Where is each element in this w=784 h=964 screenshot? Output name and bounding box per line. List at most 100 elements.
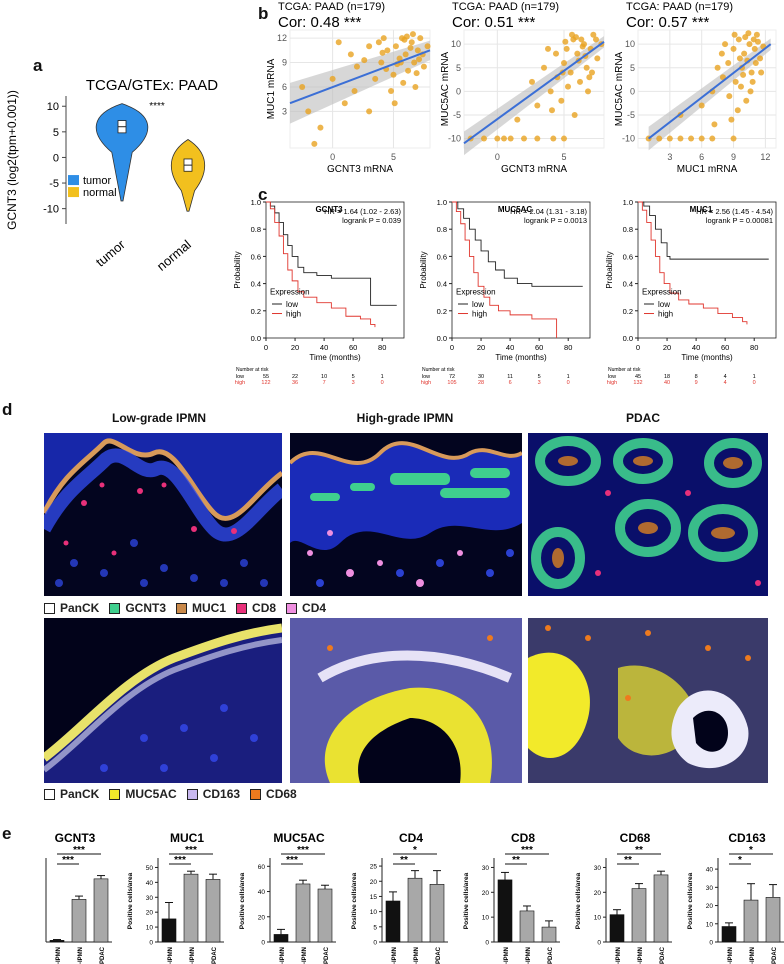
data-point <box>734 107 741 114</box>
x-tick-label: 40 <box>692 343 700 352</box>
risk-cell-low: 4 <box>724 374 727 380</box>
bar <box>497 879 513 943</box>
data-point <box>741 50 748 57</box>
legend-item: CD4 <box>286 601 326 615</box>
data-point <box>401 36 408 43</box>
legend-label-high: high <box>472 310 487 319</box>
significance-label: ** <box>512 855 520 866</box>
panel-label-b: b <box>258 4 269 23</box>
micrograph-low-grade-ipmn-row1 <box>44 433 282 596</box>
bar <box>317 888 333 943</box>
x-tick-label: 0 <box>330 152 335 162</box>
bar <box>609 914 625 943</box>
data-point <box>553 50 559 57</box>
risk-cell-high: 122 <box>261 380 270 386</box>
risk-cell-high: 0 <box>381 380 384 386</box>
x-axis-label: Time (months) <box>309 353 361 362</box>
plot-frame <box>451 201 591 339</box>
legend-swatch <box>236 602 248 614</box>
bar-chart-title: MUC1 <box>170 831 204 845</box>
risk-cell-low: 1 <box>567 374 570 380</box>
stain-legend-row2: PanCK MUC5AC CD163 CD68 <box>44 787 297 801</box>
x-axis-label: Time (months) <box>495 353 547 362</box>
y-axis-label: GCNT3 (log2(tpm+0.001)) <box>5 90 19 230</box>
significance-label: *** <box>174 855 186 866</box>
y-tick-label: 50 <box>146 865 154 872</box>
survival-curve-high <box>638 201 748 325</box>
scatter-chart-muc1-gcnt3: TCGA: PAAD (n=179)Cor: 0.48 *** 0 5 3 6 9 12 GC… <box>266 1 431 175</box>
bar <box>631 888 647 943</box>
y-tick-label: 10 <box>370 909 378 916</box>
data-point <box>361 57 368 64</box>
risk-cell-high: 7 <box>323 380 326 386</box>
legend-swatch <box>109 602 121 614</box>
data-point <box>409 31 416 38</box>
data-point <box>402 51 409 58</box>
x-tick-label: LG-IPMN <box>616 947 622 964</box>
legend-swatch <box>44 788 55 800</box>
data-point <box>748 69 755 76</box>
y-tick-label: 30 <box>594 865 602 872</box>
data-point <box>754 38 761 45</box>
y-axis-label: Positive cells/area <box>239 872 246 929</box>
y-tick-label: 20 <box>594 890 602 897</box>
y-tick-label: -10 <box>448 134 461 144</box>
data-point <box>594 55 601 62</box>
risk-cell-low: low <box>422 374 430 380</box>
p-value-label: logrank P = 0.0013 <box>524 216 587 225</box>
risk-cell-low: 45 <box>635 374 641 380</box>
legend-label: tumor <box>83 175 111 187</box>
y-tick-label: -5 <box>49 178 59 190</box>
x-tick-label: PDAC <box>660 946 666 964</box>
y-tick-label: 10 <box>451 39 461 49</box>
significance-label: ** <box>635 845 643 856</box>
data-point <box>329 75 336 82</box>
x-tick-label: 60 <box>349 343 357 352</box>
panel-label-e: e <box>2 824 12 843</box>
data-point <box>299 83 306 90</box>
y-tick-label: 0.0 <box>251 334 261 343</box>
bar <box>429 883 445 943</box>
data-point <box>494 135 501 142</box>
y-tick-label: 10 <box>146 925 154 932</box>
data-point <box>571 111 578 118</box>
y-tick-label: 0.6 <box>437 252 447 261</box>
risk-cell-high: 105 <box>447 380 456 386</box>
legend-item: GCNT3 <box>109 601 166 615</box>
data-point <box>378 59 385 66</box>
micrograph-high-grade-ipmn-row1 <box>290 433 522 596</box>
survival-curve-high <box>266 201 376 328</box>
legend-label: MUC1 <box>192 601 227 615</box>
risk-cell-high: 6 <box>509 380 512 386</box>
chart-title: TCGA: PAAD (n=179) <box>452 1 559 13</box>
legend-label-low: low <box>658 300 670 309</box>
stain-title-low-grade: Low-grade IPMN <box>111 411 206 425</box>
y-tick-label: 0 <box>149 940 153 947</box>
data-point <box>561 60 567 67</box>
y-tick-label: 10 <box>706 921 714 928</box>
y-tick-label: 60 <box>258 864 266 871</box>
y-tick-label: 5 <box>53 127 59 139</box>
y-tick-label: 10 <box>594 915 602 922</box>
violin-tumor <box>95 103 149 202</box>
data-point <box>590 31 597 38</box>
legend-item: PanCK <box>44 787 99 801</box>
bar <box>295 883 311 943</box>
data-point <box>392 43 399 50</box>
data-point <box>335 39 342 46</box>
plot-frame <box>265 201 405 339</box>
x-tick-label: 80 <box>564 343 572 352</box>
data-point <box>737 83 744 90</box>
x-tick-label: 5 <box>391 152 396 162</box>
bar-chart-title: GCNT3 <box>55 831 96 845</box>
risk-cell-high: 4 <box>724 380 727 386</box>
risk-table-header: Number at risk <box>608 367 641 373</box>
significance-label: *** <box>521 845 533 856</box>
chart-title: MUC5AC <box>498 205 532 214</box>
bar <box>541 926 557 943</box>
x-tick-label: HG-IPMN <box>526 947 532 964</box>
hr-label: HR = 2.04 (1.31 - 3.18) <box>510 207 587 216</box>
y-tick-label: 0.8 <box>623 225 633 234</box>
significance-label: *** <box>297 845 309 856</box>
